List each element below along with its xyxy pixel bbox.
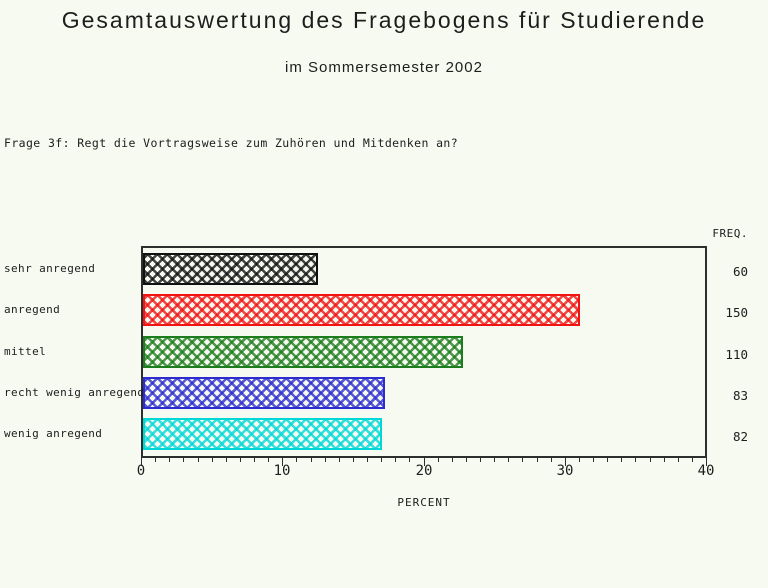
x-axis-minor-tick: [466, 458, 467, 462]
bar-anregend: [143, 294, 580, 326]
x-axis-minor-tick: [339, 458, 340, 462]
x-axis-minor-tick: [409, 458, 410, 462]
x-axis-tick-label: 30: [556, 463, 574, 479]
x-axis-tick-label: 40: [697, 463, 715, 479]
x-axis-minor-tick: [537, 458, 538, 462]
freq-value: 82: [732, 429, 748, 444]
x-axis-major-tick: [424, 458, 425, 466]
question-text: Frage 3f: Regt die Vortragsweise zum Zuh…: [4, 136, 459, 150]
x-axis-minor-tick: [381, 458, 382, 462]
x-axis-minor-tick: [212, 458, 213, 462]
category-label: anregend: [4, 303, 61, 316]
freq-value: 60: [732, 264, 748, 279]
x-axis-minor-tick: [551, 458, 552, 462]
freq-value: 150: [725, 305, 748, 320]
x-axis-minor-tick: [226, 458, 227, 462]
x-axis-minor-tick: [664, 458, 665, 462]
freq-value: 83: [732, 388, 748, 403]
x-axis-minor-tick: [452, 458, 453, 462]
bar-wenig-anregend: [143, 418, 382, 450]
freq-value: 110: [725, 347, 748, 362]
bar-sehr-anregend: [143, 253, 318, 285]
x-axis-minor-tick: [480, 458, 481, 462]
x-axis-title: PERCENT: [397, 496, 451, 509]
x-axis-tick-label: 20: [415, 463, 433, 479]
x-axis-minor-tick: [678, 458, 679, 462]
x-axis-major-tick: [141, 458, 142, 466]
x-axis-minor-tick: [183, 458, 184, 462]
x-axis-minor-tick: [268, 458, 269, 462]
x-axis-minor-tick: [198, 458, 199, 462]
x-axis-minor-tick: [169, 458, 170, 462]
x-axis-minor-tick: [650, 458, 651, 462]
x-axis-major-tick: [282, 458, 283, 466]
plot-frame: [141, 246, 707, 458]
x-axis-minor-tick: [579, 458, 580, 462]
category-label: wenig anregend: [4, 427, 103, 440]
x-axis-minor-tick: [607, 458, 608, 462]
category-label: mittel: [4, 345, 47, 358]
x-axis-minor-tick: [508, 458, 509, 462]
x-axis-tick-label: 10: [273, 463, 291, 479]
chart-subtitle: im Sommersemester 2002: [285, 59, 483, 76]
x-axis-minor-tick: [296, 458, 297, 462]
x-axis-minor-tick: [155, 458, 156, 462]
x-axis-minor-tick: [254, 458, 255, 462]
x-axis-minor-tick: [635, 458, 636, 462]
x-axis-minor-tick: [240, 458, 241, 462]
x-axis-major-tick: [706, 458, 707, 466]
bar-recht-wenig-anregend: [143, 377, 385, 409]
x-axis-tick-label: 0: [136, 463, 146, 479]
x-axis-minor-tick: [325, 458, 326, 462]
category-label: recht wenig anregend: [4, 386, 145, 399]
x-axis-minor-tick: [621, 458, 622, 462]
x-axis-minor-tick: [367, 458, 368, 462]
x-axis-minor-tick: [494, 458, 495, 462]
bar-mittel: [143, 336, 463, 368]
x-axis-minor-tick: [593, 458, 594, 462]
chart-title: Gesamtauswertung des Fragebogens für Stu…: [61, 7, 707, 33]
category-label: sehr anregend: [4, 262, 96, 275]
x-axis-major-tick: [565, 458, 566, 466]
freq-column-header: FREQ.: [712, 227, 748, 240]
x-axis-minor-tick: [395, 458, 396, 462]
x-axis-minor-tick: [311, 458, 312, 462]
x-axis-minor-tick: [692, 458, 693, 462]
x-axis-minor-tick: [522, 458, 523, 462]
x-axis-minor-tick: [438, 458, 439, 462]
x-axis-minor-tick: [353, 458, 354, 462]
